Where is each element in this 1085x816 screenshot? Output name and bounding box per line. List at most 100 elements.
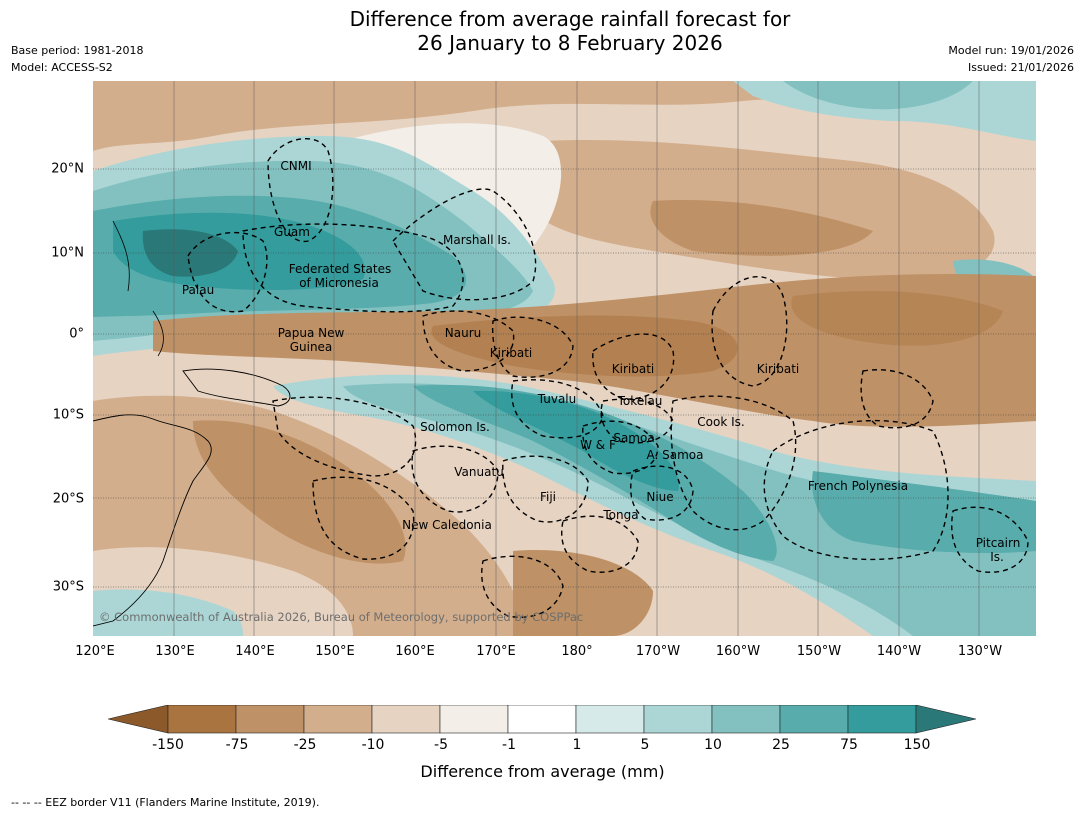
label-cook: Cook Is.	[697, 415, 745, 429]
colorbar-bin	[439, 705, 509, 734]
east-dry-core	[791, 291, 1003, 346]
colorbar-tick-label: 75	[840, 737, 858, 753]
lon-label: 130°E	[155, 644, 195, 659]
label-kiribati-c: Kiribati	[611, 362, 655, 376]
colorbar-bin	[507, 705, 577, 734]
colorbar-tick-label: -5	[434, 737, 448, 753]
eez-kiribati-c	[592, 333, 675, 400]
rainfall-map	[93, 81, 1036, 636]
eez-marshall	[392, 188, 537, 301]
south-dry-patch	[513, 550, 653, 636]
eez-small-e	[860, 369, 934, 429]
label-marshall: Marshall Is.	[443, 233, 511, 247]
label-fsm-2: of Micronesia	[299, 276, 379, 290]
eez-vanuatu	[411, 445, 499, 513]
label-french-polynesia: French Polynesia	[807, 479, 909, 493]
eez-fiji	[502, 455, 589, 523]
ne-wet	[733, 81, 1036, 141]
ne-wet-core	[783, 81, 973, 110]
lon-label: 150°E	[315, 644, 355, 659]
eez-tokelau	[600, 398, 674, 444]
colorbar-bin	[575, 705, 645, 734]
latitude-lines	[93, 168, 1036, 588]
colorbar-tick-label: -1	[502, 737, 516, 753]
eez-tuvalu	[511, 379, 604, 439]
lon-label: 140°W	[876, 644, 922, 659]
label-png-2: Guinea	[289, 340, 333, 354]
lon-label: 160°E	[395, 644, 435, 659]
label-new-caledonia: New Caledonia	[402, 518, 492, 532]
eez-palau	[187, 231, 268, 313]
colorbar-extend-high	[915, 705, 977, 734]
spcz-wet-core	[473, 390, 679, 491]
lon-label: 150°W	[796, 644, 842, 659]
colorbar-bin	[303, 705, 373, 734]
lon-label: 170°E	[476, 644, 516, 659]
label-kiribati-w: Kiribati	[489, 346, 533, 360]
label-samoa: Samoa	[613, 431, 655, 445]
spcz-wet-inner	[413, 384, 777, 561]
label-pitcairn-2: Is.	[990, 550, 1004, 564]
lon-label: 120°E	[75, 644, 115, 659]
colorbar-tick-label: -10	[361, 737, 385, 753]
label-png-1: Papua New	[277, 326, 345, 340]
australia-coastline	[93, 414, 212, 627]
eez-cnmi	[267, 137, 334, 243]
eez-south	[481, 555, 564, 618]
label-niue: Niue	[646, 490, 674, 504]
lon-label: 160°W	[715, 644, 761, 659]
eez-tonga	[561, 515, 639, 573]
lat-label: 0°	[69, 326, 84, 342]
colorbar	[108, 705, 977, 734]
equatorial-dry-core	[431, 315, 738, 377]
label-palau: Palau	[181, 283, 215, 297]
map-canvas	[93, 81, 1036, 636]
base-period: Base period: 1981-2018	[11, 44, 144, 57]
eez-fsm	[242, 223, 464, 313]
issued-date: Issued: 21/01/2026	[967, 61, 1074, 74]
colorbar-bin	[711, 705, 781, 734]
meta-right: Model run: 19/01/2026 Issued: 21/01/2026	[948, 42, 1074, 76]
coral-sea-dry	[193, 420, 406, 564]
lat-label: 30°S	[52, 579, 84, 595]
eez-borders	[187, 137, 1029, 618]
eez-footnote: -- -- -- EEZ border V11 (Flanders Marine…	[11, 796, 320, 809]
label-guam: Guam	[274, 225, 310, 239]
label-wallis-futuna: W & F	[580, 438, 616, 452]
eez-new-caledonia	[312, 476, 415, 560]
label-fiji: Fiji	[539, 490, 557, 504]
colorbar-tick-label: 5	[640, 737, 650, 753]
label-nauru: Nauru	[444, 326, 482, 340]
colorbar-tick-label: 25	[772, 737, 790, 753]
label-pitcairn-1: Pitcairn	[975, 536, 1021, 550]
eez-pitcairn	[951, 506, 1029, 573]
label-vanuatu: Vanuatu	[454, 465, 504, 479]
tasman-wet	[93, 589, 243, 636]
colorbar-bin	[235, 705, 305, 734]
colorbar-tick-label: 10	[704, 737, 722, 753]
label-american-samoa: A. Samoa	[646, 448, 704, 462]
model-name: Model: ACCESS-S2	[11, 61, 113, 74]
lat-label: 10°S	[52, 407, 84, 423]
colorbar-segments	[108, 705, 977, 734]
eez-french-polynesia	[763, 419, 949, 561]
png-coastline	[182, 368, 291, 407]
philippines-coastline	[112, 220, 164, 357]
lat-label: 10°N	[51, 245, 84, 261]
north-central-dry-core	[650, 200, 873, 256]
lon-label: 140°E	[235, 644, 275, 659]
colorbar-tick-label: 1	[572, 737, 582, 753]
lat-label: 20°S	[52, 491, 84, 507]
copyright-notice: © Commonwealth of Australia 2026, Bureau…	[99, 610, 584, 624]
colorbar-bin	[643, 705, 713, 734]
label-tuvalu: Tuvalu	[537, 392, 577, 406]
eez-niue	[630, 465, 694, 521]
colorbar-tick-label: -75	[225, 737, 249, 753]
eez-wallis-samoa	[582, 420, 659, 475]
map-title-line-2: 26 January to 8 February 2026	[417, 31, 723, 55]
lon-label: 130°W	[957, 644, 1003, 659]
eez-kiribati-w	[491, 316, 574, 378]
french-polynesia-wet	[812, 471, 1036, 553]
colorbar-tick-label: -25	[293, 737, 317, 753]
meta-left: Base period: 1981-2018 Model: ACCESS-S2	[11, 42, 143, 76]
